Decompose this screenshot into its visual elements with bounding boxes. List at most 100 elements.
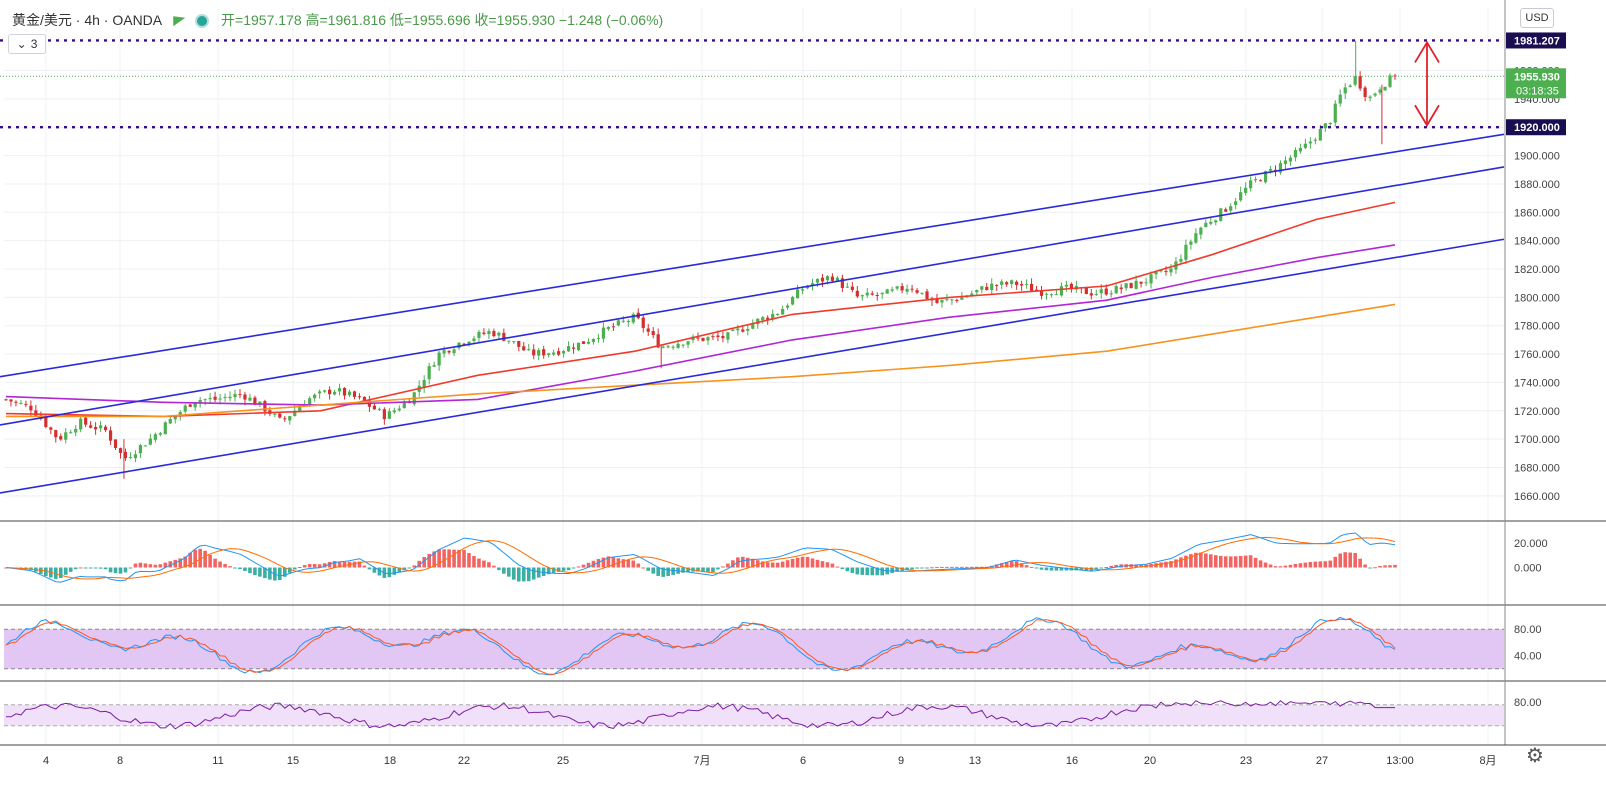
candle[interactable] bbox=[561, 349, 566, 358]
candle[interactable] bbox=[98, 421, 103, 432]
candle[interactable] bbox=[1039, 285, 1044, 300]
candle[interactable] bbox=[432, 361, 436, 368]
candle[interactable] bbox=[1154, 271, 1158, 280]
candle[interactable] bbox=[342, 387, 347, 400]
candle[interactable] bbox=[1333, 100, 1337, 127]
candle[interactable] bbox=[850, 282, 854, 293]
candle[interactable] bbox=[895, 285, 899, 291]
candle[interactable] bbox=[701, 337, 705, 342]
candle[interactable] bbox=[915, 288, 919, 295]
candle[interactable] bbox=[820, 274, 825, 287]
candle[interactable] bbox=[1229, 203, 1233, 214]
candle[interactable] bbox=[641, 314, 645, 333]
candle[interactable] bbox=[1249, 176, 1253, 192]
candle[interactable] bbox=[238, 389, 242, 399]
candle[interactable] bbox=[477, 329, 481, 343]
candle[interactable] bbox=[163, 421, 167, 435]
candle[interactable] bbox=[1348, 84, 1352, 88]
candle[interactable] bbox=[1308, 137, 1312, 149]
candle[interactable] bbox=[1278, 160, 1283, 175]
candle[interactable] bbox=[547, 352, 551, 358]
candle[interactable] bbox=[1358, 71, 1362, 91]
currency-button[interactable]: USD bbox=[1520, 8, 1554, 28]
candle[interactable] bbox=[487, 328, 491, 340]
candle[interactable] bbox=[323, 389, 327, 393]
channel-trendline[interactable] bbox=[0, 238, 1505, 494]
flag-icon[interactable] bbox=[173, 16, 186, 27]
candle[interactable] bbox=[108, 426, 113, 445]
candle[interactable] bbox=[59, 433, 63, 441]
candle[interactable] bbox=[666, 344, 670, 349]
candle[interactable] bbox=[69, 429, 73, 434]
candle[interactable] bbox=[427, 362, 431, 385]
candle[interactable] bbox=[79, 416, 83, 433]
candle[interactable] bbox=[636, 308, 640, 320]
candle[interactable] bbox=[278, 413, 282, 419]
candle[interactable] bbox=[532, 344, 536, 360]
moving-average-line[interactable] bbox=[5, 244, 1396, 406]
candle[interactable] bbox=[686, 340, 690, 349]
candle[interactable] bbox=[123, 448, 128, 461]
candle[interactable] bbox=[512, 340, 516, 344]
candle[interactable] bbox=[1254, 176, 1258, 183]
candle[interactable] bbox=[1064, 280, 1069, 292]
channel-trendline[interactable] bbox=[0, 166, 1505, 426]
candle[interactable] bbox=[447, 350, 451, 355]
candle[interactable] bbox=[1189, 239, 1193, 250]
candle[interactable] bbox=[980, 286, 984, 294]
candle[interactable] bbox=[905, 284, 909, 295]
candle[interactable] bbox=[208, 392, 212, 404]
candle[interactable] bbox=[761, 316, 765, 324]
candle[interactable] bbox=[337, 383, 342, 396]
candle[interactable] bbox=[870, 290, 874, 296]
candle[interactable] bbox=[1303, 138, 1307, 150]
candle[interactable] bbox=[133, 450, 138, 463]
stochastic-d-line[interactable] bbox=[5, 617, 1396, 675]
candle[interactable] bbox=[527, 343, 531, 351]
candle[interactable] bbox=[1234, 197, 1238, 210]
candle[interactable] bbox=[656, 328, 660, 349]
candle[interactable] bbox=[472, 335, 476, 344]
candle[interactable] bbox=[1034, 285, 1039, 291]
candle[interactable] bbox=[950, 298, 954, 305]
candle[interactable] bbox=[930, 296, 934, 307]
candle[interactable] bbox=[352, 390, 357, 400]
candle[interactable] bbox=[1020, 280, 1024, 291]
candle[interactable] bbox=[706, 336, 710, 345]
moving-average-line[interactable] bbox=[6, 303, 1396, 418]
candle[interactable] bbox=[522, 341, 526, 351]
candle[interactable] bbox=[1015, 280, 1019, 290]
candle[interactable] bbox=[855, 286, 859, 299]
candle[interactable] bbox=[113, 439, 118, 450]
candle[interactable] bbox=[1074, 280, 1078, 293]
candle[interactable] bbox=[422, 375, 426, 393]
candle[interactable] bbox=[248, 393, 252, 402]
candle[interactable] bbox=[482, 328, 486, 336]
candle[interactable] bbox=[492, 328, 496, 338]
candle[interactable] bbox=[223, 393, 227, 402]
candle[interactable] bbox=[1363, 85, 1367, 102]
candle[interactable] bbox=[711, 334, 715, 340]
candle[interactable] bbox=[920, 292, 924, 295]
candle[interactable] bbox=[9, 399, 13, 407]
candle[interactable] bbox=[890, 286, 894, 293]
macd-indicator[interactable] bbox=[4, 532, 1397, 583]
candle[interactable] bbox=[586, 338, 591, 345]
candle[interactable] bbox=[571, 343, 576, 354]
candle[interactable] bbox=[392, 407, 396, 414]
candle[interactable] bbox=[173, 415, 177, 424]
candle[interactable] bbox=[1283, 156, 1288, 170]
rsi-line[interactable] bbox=[5, 700, 1395, 730]
candle[interactable] bbox=[646, 323, 650, 336]
candle[interactable] bbox=[213, 391, 217, 403]
candle[interactable] bbox=[860, 294, 864, 301]
candle[interactable] bbox=[1373, 92, 1377, 98]
candle[interactable] bbox=[810, 278, 815, 291]
candle[interactable] bbox=[940, 299, 944, 308]
candle[interactable] bbox=[4, 398, 8, 401]
candle[interactable] bbox=[397, 405, 401, 412]
candle[interactable] bbox=[746, 324, 750, 336]
candle[interactable] bbox=[1119, 284, 1123, 294]
candle[interactable] bbox=[283, 416, 287, 422]
